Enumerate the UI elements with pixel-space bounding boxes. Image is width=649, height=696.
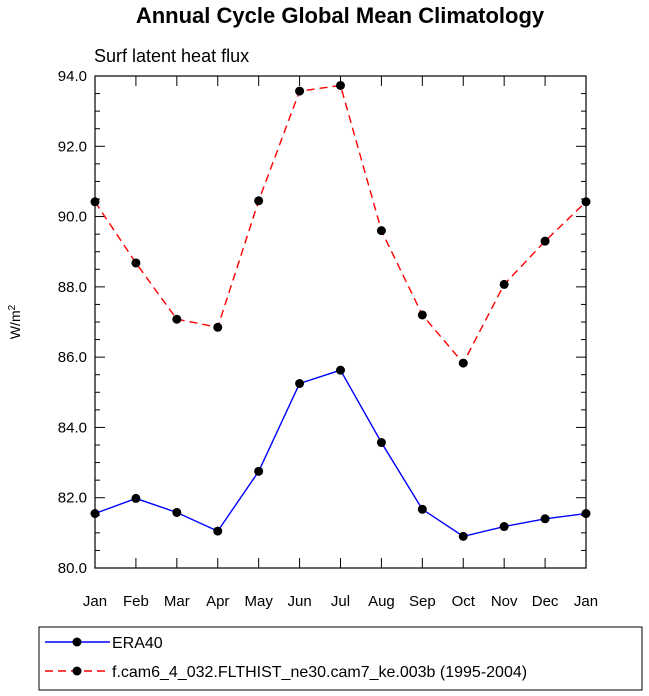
plot-area: 80.0 82.0 84.0 86.0 88.0 90.0 92.0 94.0 Jan Feb Ma… [58, 68, 598, 610]
y-tick-label: 92.0 [58, 138, 87, 155]
y-tick-label: 86.0 [58, 349, 87, 366]
chart-title: Annual Cycle Global Mean Climatology [136, 3, 545, 28]
series-1-point [213, 526, 223, 536]
x-tick-label: Oct [452, 593, 476, 610]
legend-marker-2 [72, 666, 82, 676]
x-tick-label: Jul [331, 593, 350, 610]
series-line-2 [94, 84, 587, 365]
series-2-point [172, 314, 182, 324]
x-tick-label: Jun [287, 593, 311, 610]
x-tick-label: May [244, 593, 273, 610]
x-tick-label: Feb [123, 593, 149, 610]
series-2-point [417, 310, 427, 320]
series-1-point [295, 379, 305, 388]
series-1-point [540, 514, 550, 524]
series-2-point [213, 322, 223, 332]
series-line-1 [94, 369, 587, 538]
y-tick-label: 90.0 [58, 209, 87, 226]
y-axis-label-superscript: 2 [7, 304, 18, 310]
series-1-point [131, 493, 141, 503]
y-tick-label: 88.0 [58, 279, 87, 296]
x-tick-label: Aug [368, 593, 395, 610]
legend-marker-1 [72, 637, 82, 647]
y-axis-label: W/m [7, 310, 23, 339]
x-tick-label: Nov [491, 593, 518, 610]
x-tick-label: Mar [164, 593, 190, 610]
chart-subtitle: Surf latent heat flux [94, 46, 249, 66]
series-2-point [254, 196, 264, 206]
series-1-point [376, 438, 386, 448]
series-1-point [254, 466, 264, 476]
svg-text:W/m2: W/m2 [7, 304, 23, 339]
y-tick-label: 80.0 [58, 560, 87, 577]
series-2-point [295, 86, 305, 96]
series-2-point [336, 80, 345, 90]
legend: ERA40 f.cam6_4_032.FLTHIST_ne30.cam7_ke.0… [38, 626, 643, 691]
legend-label-2: f.cam6_4_032.FLTHIST_ne30.cam7_ke.003b (… [112, 664, 527, 681]
legend-label-1: ERA40 [112, 635, 163, 652]
x-tick-label: Dec [532, 593, 559, 610]
series-2-point [376, 226, 386, 236]
x-tick-label: Apr [206, 593, 229, 610]
x-tick-label: Sep [409, 593, 436, 610]
y-tick-label: 82.0 [58, 490, 87, 507]
series-1-point [336, 365, 345, 375]
x-tick-label: Jan [574, 593, 598, 610]
series-1-point [172, 507, 182, 517]
series-1-point [458, 531, 468, 541]
series-2-point [458, 358, 468, 368]
series-1-point [417, 504, 427, 514]
x-tick-label: Jan [83, 593, 107, 610]
series-2-point [499, 279, 509, 289]
series-2-point [540, 236, 550, 246]
y-axis-title: W/m2 [7, 304, 23, 339]
y-tick-label: 94.0 [58, 68, 87, 85]
series-2-point [131, 258, 141, 268]
legend-box [38, 626, 643, 691]
series-1-point [499, 522, 509, 532]
y-tick-label: 84.0 [58, 419, 87, 436]
plot-frame [94, 75, 587, 569]
